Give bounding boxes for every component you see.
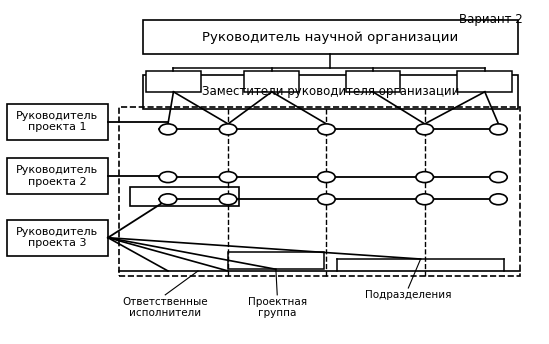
- Text: Проектная
группа: Проектная группа: [248, 297, 307, 318]
- Text: Руководитель научной организации: Руководитель научной организации: [203, 31, 458, 44]
- Text: Руководитель
проекта 2: Руководитель проекта 2: [16, 165, 98, 187]
- Circle shape: [416, 172, 434, 183]
- Text: Руководитель
проекта 1: Руководитель проекта 1: [16, 111, 98, 132]
- Text: Вариант 2: Вариант 2: [460, 13, 523, 26]
- FancyBboxPatch shape: [146, 71, 201, 92]
- FancyBboxPatch shape: [143, 75, 518, 109]
- Circle shape: [318, 124, 335, 135]
- FancyBboxPatch shape: [345, 71, 400, 92]
- FancyBboxPatch shape: [457, 71, 512, 92]
- Circle shape: [318, 172, 335, 183]
- Circle shape: [318, 194, 335, 205]
- Circle shape: [490, 124, 507, 135]
- Circle shape: [416, 194, 434, 205]
- Circle shape: [416, 124, 434, 135]
- Circle shape: [220, 194, 237, 205]
- Text: Подразделения: Подразделения: [365, 290, 452, 300]
- Text: Заместители руководителя организации: Заместители руководителя организации: [202, 85, 459, 98]
- FancyBboxPatch shape: [143, 20, 518, 54]
- FancyBboxPatch shape: [7, 158, 108, 194]
- Circle shape: [220, 124, 237, 135]
- Circle shape: [159, 194, 177, 205]
- Text: Руководитель
проекта 3: Руководитель проекта 3: [16, 227, 98, 248]
- FancyBboxPatch shape: [244, 71, 299, 92]
- Circle shape: [490, 194, 507, 205]
- FancyBboxPatch shape: [7, 104, 108, 140]
- FancyBboxPatch shape: [228, 252, 324, 269]
- Circle shape: [490, 172, 507, 183]
- FancyBboxPatch shape: [130, 187, 239, 206]
- Circle shape: [159, 172, 177, 183]
- Text: Ответственные
исполнители: Ответственные исполнители: [122, 297, 208, 318]
- Circle shape: [220, 172, 237, 183]
- FancyBboxPatch shape: [7, 220, 108, 256]
- Circle shape: [159, 124, 177, 135]
